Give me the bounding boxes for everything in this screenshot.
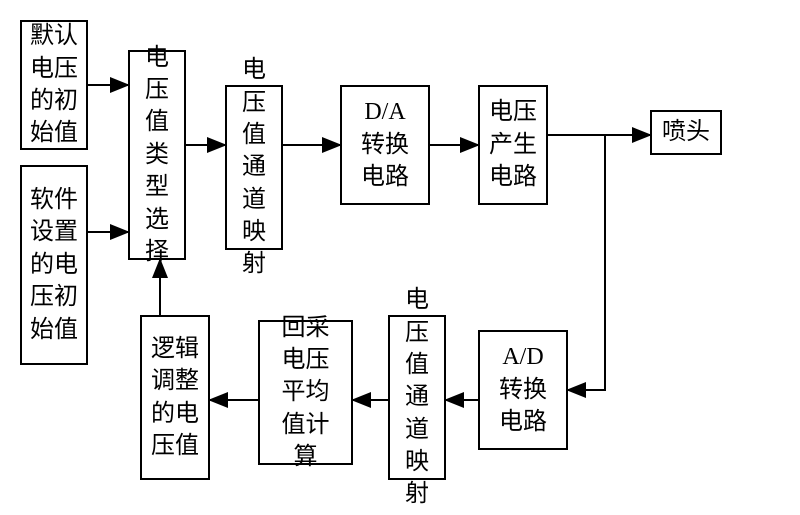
node-label: 喷头 [662,116,710,148]
edge [568,135,605,390]
node-default-voltage-init: 默认电压的初始值 [20,20,88,150]
node-label: D/A转换电路 [354,96,416,193]
node-voltage-channel-map-rev: 电压值通道映射 [388,315,446,480]
node-label: 默认电压的初始值 [28,20,80,150]
node-label: 逻辑调整的电压值 [148,333,202,463]
node-label: 电压产生电路 [486,96,540,193]
node-avg-voltage-calc: 回采电压平均值计算 [258,320,353,465]
node-label: 电压值类型选择 [143,42,172,269]
node-label: 电压值通道映射 [403,284,432,511]
node-label: 电压值通道映射 [240,54,269,281]
node-label: 软件设置的电压初始值 [28,184,80,346]
node-da-conversion: D/A转换电路 [340,85,430,205]
node-logic-adjust-voltage: 逻辑调整的电压值 [140,315,210,480]
node-ad-conversion: A/D转换电路 [478,330,568,450]
node-software-voltage-init: 软件设置的电压初始值 [20,165,88,365]
node-voltage-channel-map-fwd: 电压值通道映射 [225,85,283,250]
node-nozzle: 喷头 [650,110,722,155]
node-label: A/D转换电路 [492,341,554,438]
node-voltage-gen-circuit: 电压产生电路 [478,85,548,205]
node-voltage-type-select: 电压值类型选择 [128,50,186,260]
node-label: 回采电压平均值计算 [277,312,335,474]
